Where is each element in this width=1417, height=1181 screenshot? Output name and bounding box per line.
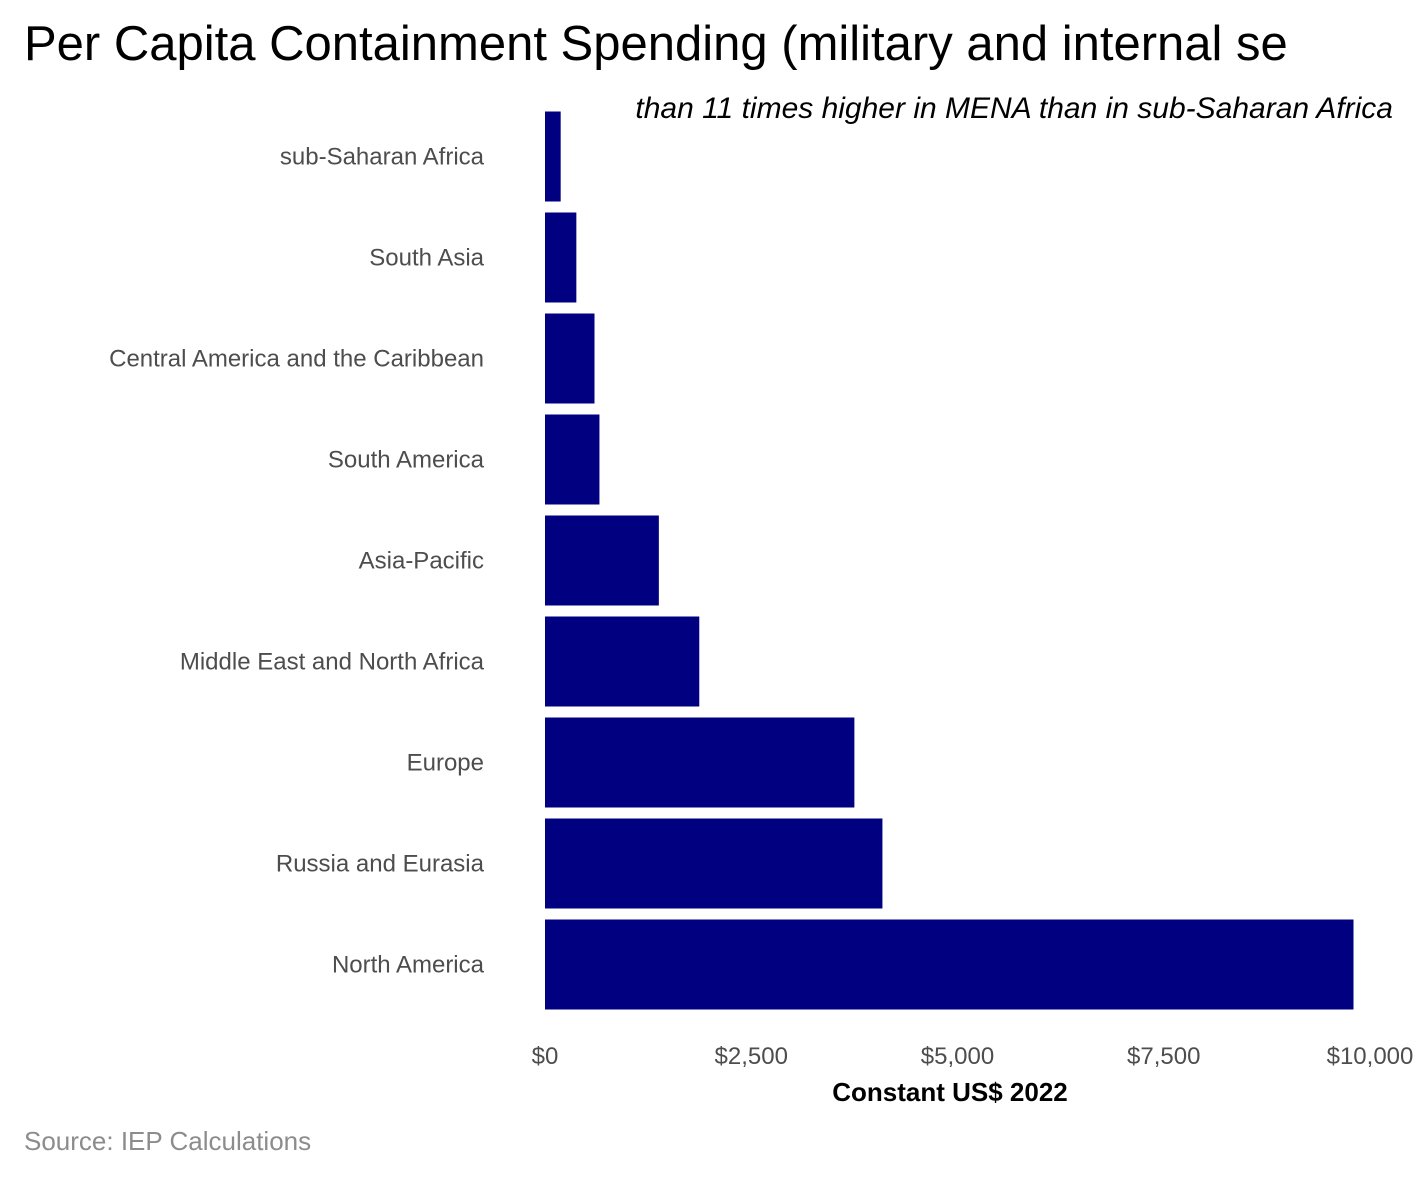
x-tick-label: $10,000 — [1327, 1043, 1414, 1070]
category-label: Russia and Eurasia — [276, 851, 485, 878]
x-tick-label: $7,500 — [1127, 1043, 1200, 1070]
category-label: Middle East and North Africa — [180, 649, 485, 676]
category-label: sub-Saharan Africa — [280, 144, 485, 171]
bar-russia-and-eurasia — [545, 818, 883, 909]
bar-north-america — [545, 919, 1354, 1010]
category-label: Europe — [407, 750, 484, 777]
bar-central-america-and-the-caribbean — [545, 313, 595, 404]
chart-subtitle: than 11 times higher in MENA than in sub… — [635, 92, 1393, 125]
x-axis-ticks-group: $0 $2,500 $5,000 $7,500 $10,000 — [532, 1043, 1414, 1070]
category-label: South America — [328, 447, 485, 474]
source-note: Source: IEP Calculations — [24, 1126, 312, 1156]
category-label: Asia-Pacific — [359, 548, 484, 575]
x-tick-label: $2,500 — [715, 1043, 788, 1070]
x-tick-label: $0 — [532, 1043, 559, 1070]
chart-title: Per Capita Containment Spending (militar… — [24, 17, 1288, 71]
category-label: North America — [332, 952, 485, 979]
bar-sub-saharan-africa — [545, 111, 561, 202]
bar-europe — [545, 717, 855, 808]
x-tick-label: $5,000 — [921, 1043, 994, 1070]
category-label: Central America and the Caribbean — [109, 346, 484, 373]
bars-group — [545, 111, 1354, 1010]
x-axis-title: Constant US$ 2022 — [832, 1077, 1068, 1107]
bar-south-asia — [545, 212, 577, 303]
category-label: South Asia — [369, 245, 484, 272]
bar-south-america — [545, 414, 600, 505]
bar-middle-east-and-north-africa — [545, 616, 700, 707]
bar-asia-pacific — [545, 515, 659, 606]
category-labels-group: sub-Saharan Africa South Asia Central Amer… — [109, 144, 485, 979]
